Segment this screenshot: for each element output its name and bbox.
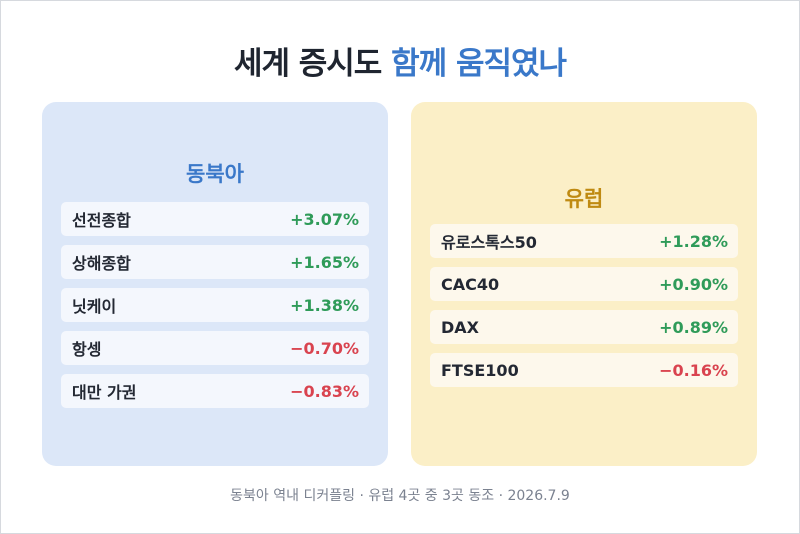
index-row-taiex: 대만 가권 −0.83% — [61, 374, 369, 408]
index-change: −0.70% — [290, 338, 359, 358]
index-row-eurostoxx50: 유로스톡스50 +1.28% — [430, 224, 738, 258]
index-name: CAC40 — [441, 274, 500, 294]
title-accent: 함께 움직였나 — [391, 46, 567, 82]
index-row-ftse100: FTSE100 −0.16% — [430, 353, 738, 387]
index-row-shenzhen: 선전종합 +3.07% — [61, 202, 369, 236]
asia-panel: 동북아 선전종합 +3.07% 상해종합 +1.65% 닛케이 +1.38% 항… — [42, 102, 388, 466]
index-name: DAX — [441, 317, 479, 337]
asia-index-list: 선전종합 +3.07% 상해종합 +1.65% 닛케이 +1.38% 항셍 −0… — [61, 202, 369, 417]
index-name: 항셍 — [72, 340, 102, 359]
index-row-nikkei: 닛케이 +1.38% — [61, 288, 369, 322]
index-name: 선전종합 — [72, 211, 131, 230]
index-name: 닛케이 — [72, 297, 117, 316]
europe-panel: 유럽 유로스톡스50 +1.28% CAC40 +0.90% DAX +0.89… — [411, 102, 757, 466]
index-change: +1.28% — [659, 231, 728, 251]
europe-index-list: 유로스톡스50 +1.28% CAC40 +0.90% DAX +0.89% F… — [430, 224, 738, 396]
index-row-cac40: CAC40 +0.90% — [430, 267, 738, 301]
index-change: −0.16% — [659, 360, 728, 380]
index-name: FTSE100 — [441, 360, 519, 380]
index-row-shanghai: 상해종합 +1.65% — [61, 245, 369, 279]
index-change: +1.38% — [290, 295, 359, 315]
footer-caption: 동북아 역내 디커플링 · 유럽 4곳 중 3곳 동조 · 2026.7.9 — [230, 488, 570, 504]
page-title: 세계 증시도 함께 움직였나 — [0, 38, 800, 83]
asia-panel-title: 동북아 — [186, 162, 244, 186]
index-change: −0.83% — [290, 381, 359, 401]
index-name: 상해종합 — [72, 254, 131, 273]
title-main: 세계 증시도 — [233, 46, 382, 82]
index-name: 유로스톡스50 — [441, 233, 537, 252]
index-change: +3.07% — [290, 209, 359, 229]
index-row-dax: DAX +0.89% — [430, 310, 738, 344]
index-row-hangseng: 항셍 −0.70% — [61, 331, 369, 365]
index-change: +1.65% — [290, 252, 359, 272]
index-change: +0.90% — [659, 274, 728, 294]
index-change: +0.89% — [659, 317, 728, 337]
index-name: 대만 가권 — [72, 383, 137, 402]
europe-panel-title: 유럽 — [564, 187, 604, 211]
